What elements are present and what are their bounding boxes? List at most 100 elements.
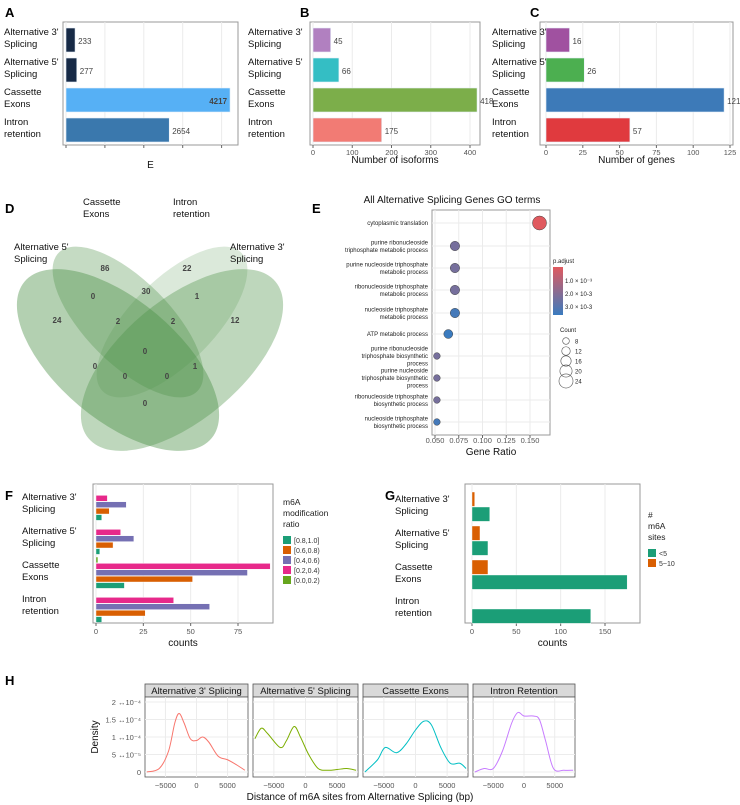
bar [471,506,490,522]
legend-label: 5~10 [659,561,675,568]
x-tick-label: 5000 [546,781,563,790]
y-axis-title: Density [90,720,101,753]
category-label: Splicing [248,39,281,50]
venn-set-ellipse [16,269,220,451]
go-term-label: purine nucleoside triphosphate [346,262,428,268]
category-label: Cassette [248,87,286,98]
x-tick-label: 25 [139,627,147,636]
venn-count: 0 [93,362,98,371]
y-tick-label: 0 [137,768,141,777]
x-tick-label: 0 [413,781,417,790]
venn-set-label: Alternative 5' [14,242,69,253]
size-legend-label: 8 [575,340,579,346]
category-label: Alternative 5' [248,57,303,68]
x-tick-label: 75 [234,627,242,636]
size-legend-label: 16 [575,360,582,366]
go-term-label: biosynthetic process [374,424,428,430]
bar [95,576,193,583]
category-label: Splicing [395,540,428,551]
category-label: Exons [395,574,422,585]
go-term-label: metabolic process [380,292,428,298]
panel-label-B: B [300,5,309,20]
venn-count: 0 [143,347,148,356]
category-label: Intron [395,596,419,607]
x-tick-label: 0.125 [497,436,516,445]
go-dotplot: All Alternative Splicing Genes GO terms c… [345,195,593,458]
go-term-dot [433,352,441,360]
category-label: Alternative 5' [22,526,77,537]
go-term-label: cytoplasmic translation [367,221,428,227]
bar [95,508,110,515]
bar [95,569,248,576]
color-legend-label: 2.0 × 10-3 [565,292,593,298]
go-term-label: purine nucleoside [381,369,429,375]
venn-set-label: Splicing [14,254,47,265]
x-tick-label: 50 [512,627,520,636]
category-label: Alternative 3' [395,494,450,505]
go-term-dot [443,329,454,339]
legend-swatch [648,559,656,567]
y-tick-label: 1.5 ↔10⁻⁴ [105,716,141,725]
x-tick-label: 100 [346,148,359,157]
venn-count: 1 [195,292,200,301]
go-term-label: ATP metabolic process [367,332,428,338]
go-term-label: ribonucleoside triphosphate [355,284,429,290]
go-term-dot [449,241,460,251]
bar-chart-B: 45 66 418 175 0 100 200 300 400 Number of isoform… [248,21,494,166]
bar [95,556,99,564]
size-legend-label: 24 [575,380,582,386]
value-label: 175 [385,127,399,136]
category-label: Cassette [22,560,60,571]
category-label: Splicing [22,538,55,549]
go-term-label: nucleoside triphosphate [365,307,429,313]
venn-count: 0 [143,399,148,408]
x-tick-label: −5000 [483,781,504,790]
legend-swatch [283,556,291,564]
x-axis-title: Gene Ratio [466,447,517,458]
panel-label-C: C [530,5,540,20]
legend-swatch [283,576,291,584]
facet-title: Alternative 3' Splicing [151,686,242,697]
category-label: retention [492,129,529,140]
go-term-label: purine ribonucleoside [371,347,429,353]
legend-label: [0.0,0.2) [294,578,320,585]
bar [95,514,102,521]
legend-title: # [648,510,653,520]
x-tick-label: −5000 [155,781,176,790]
x-tick-label: 0.150 [521,436,540,445]
go-term-label: triphosphate biosynthetic [362,376,428,382]
bar [65,117,170,143]
category-label: Alternative 5' [492,57,547,68]
facet-title: Intron Retention [490,686,558,697]
go-term-dot [449,263,460,273]
category-label: Alternative 3' [22,492,77,503]
density-curve [364,720,467,773]
venn-set-label: Intron [173,197,197,208]
legend-title: sites [648,532,665,542]
venn-set-ellipse [80,269,284,451]
x-tick-label: 75 [652,148,660,157]
venn-set-ellipse [96,246,248,398]
x-tick-label: 0 [470,627,474,636]
bar [312,87,478,113]
bar [95,597,174,604]
x-tick-label: 200 [385,148,398,157]
x-tick-label: 150 [599,627,612,636]
category-label: retention [395,608,432,619]
go-term-dot [433,418,441,426]
go-term-label: process [407,362,428,368]
go-term-dot [449,285,460,295]
go-term-label: process [407,384,428,390]
category-label: Alternative 5' [4,57,59,68]
go-term-label: metabolic process [380,315,428,321]
value-label: 57 [633,127,642,136]
bar [65,57,78,83]
density-facet: Alternative 5' Splicing −5000 0 5000 [252,683,359,790]
facet-title: Cassette Exons [382,686,449,697]
bar [95,548,100,555]
bar [95,610,146,617]
x-tick-label: 5000 [329,781,346,790]
bar [471,491,475,507]
category-label: Splicing [492,39,525,50]
